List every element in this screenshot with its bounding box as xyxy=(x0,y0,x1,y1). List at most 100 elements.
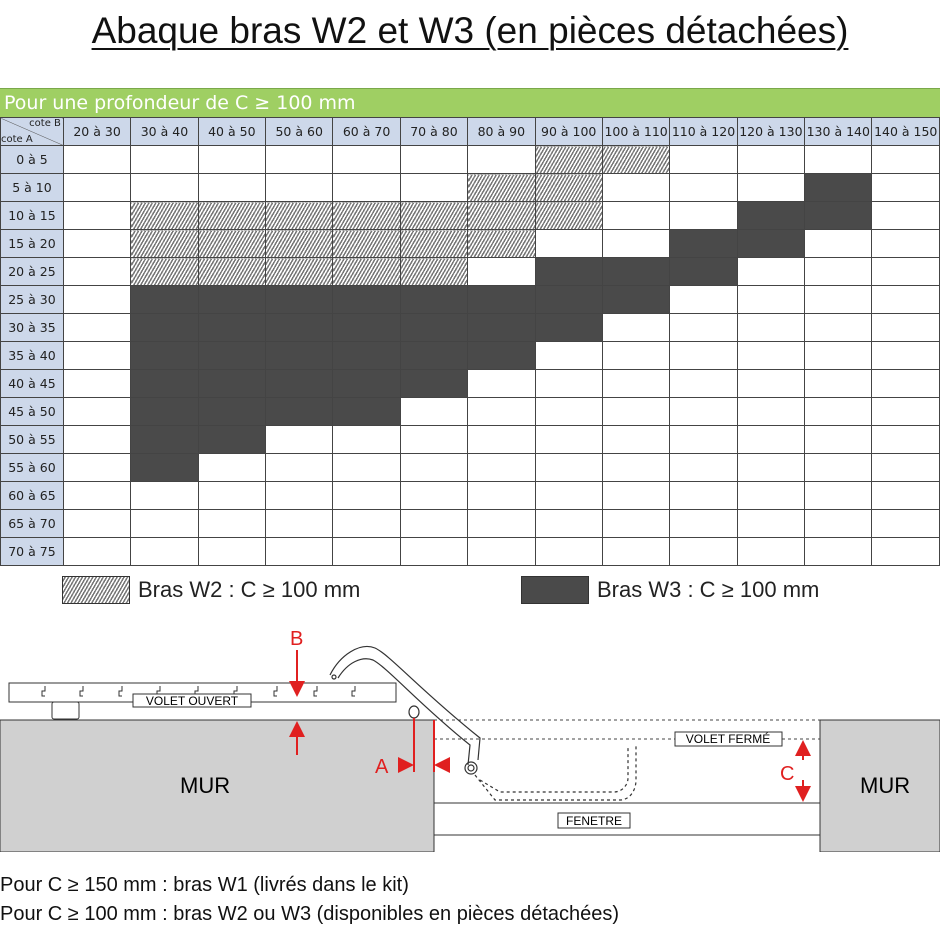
row-header: 10 à 15 xyxy=(0,201,64,230)
cell-w2 xyxy=(130,201,199,230)
cell-empty xyxy=(601,537,671,566)
cell-empty xyxy=(130,145,199,174)
cell-empty xyxy=(804,229,873,258)
cell-w3 xyxy=(669,229,738,258)
cell-empty xyxy=(399,173,469,202)
cell-empty xyxy=(736,453,806,482)
row-header: 15 à 20 xyxy=(0,229,64,258)
cell-w3 xyxy=(130,285,199,314)
table-row: 15 à 20 xyxy=(0,229,940,258)
table-row: 20 à 25 xyxy=(0,257,940,286)
cell-empty xyxy=(62,481,132,510)
cell-empty xyxy=(399,145,469,174)
cell-w3 xyxy=(197,425,267,454)
column-header: 40 à 50 xyxy=(197,117,267,146)
cell-empty xyxy=(871,453,940,482)
row-header: 5 à 10 xyxy=(0,173,64,202)
cell-w2 xyxy=(332,257,401,286)
column-header: 130 à 140 xyxy=(804,117,873,146)
cell-empty xyxy=(197,481,267,510)
footer-note-2: Pour C ≥ 100 mm : bras W2 ou W3 (disponi… xyxy=(0,903,620,925)
cell-w3 xyxy=(332,285,401,314)
cell-empty xyxy=(804,285,873,314)
cell-empty xyxy=(534,341,603,370)
row-header: 0 à 5 xyxy=(0,145,64,174)
cell-empty xyxy=(871,145,940,174)
cell-w2 xyxy=(467,229,536,258)
cell-empty xyxy=(332,509,401,538)
cell-empty xyxy=(399,509,469,538)
cell-empty xyxy=(669,425,738,454)
cell-empty xyxy=(265,453,334,482)
cell-w2 xyxy=(197,257,267,286)
cell-empty xyxy=(467,257,536,286)
cell-empty xyxy=(871,397,940,426)
cell-w3 xyxy=(130,313,199,342)
cell-empty xyxy=(871,285,940,314)
cell-w3 xyxy=(265,369,334,398)
cell-w3 xyxy=(332,369,401,398)
cell-empty xyxy=(669,173,738,202)
legend-w2-swatch xyxy=(62,576,130,604)
column-header: 20 à 30 xyxy=(62,117,132,146)
cell-empty xyxy=(130,173,199,202)
cell-empty xyxy=(534,369,603,398)
cell-empty xyxy=(736,537,806,566)
cell-empty xyxy=(130,481,199,510)
cell-empty xyxy=(669,397,738,426)
row-header: 20 à 25 xyxy=(0,257,64,286)
cell-empty xyxy=(736,425,806,454)
cell-w3 xyxy=(736,229,806,258)
cell-w2 xyxy=(601,145,671,174)
cell-w3 xyxy=(669,257,738,286)
cell-empty xyxy=(265,481,334,510)
legend-w2: Bras W2 : C ≥ 100 mm xyxy=(62,576,360,604)
column-header: 50 à 60 xyxy=(265,117,334,146)
cell-w3 xyxy=(804,201,873,230)
cell-empty xyxy=(804,369,873,398)
cell-w3 xyxy=(332,313,401,342)
cell-empty xyxy=(669,341,738,370)
arm xyxy=(329,646,637,801)
row-header: 45 à 50 xyxy=(0,397,64,426)
cell-empty xyxy=(534,425,603,454)
cell-empty xyxy=(669,509,738,538)
corner-col-label: cote B xyxy=(29,118,61,129)
table-row: 25 à 30 xyxy=(0,285,940,314)
wall-right-label: MUR xyxy=(860,773,910,798)
label-a: A xyxy=(375,756,389,778)
column-header: 60 à 70 xyxy=(332,117,401,146)
table-row: 10 à 15 xyxy=(0,201,940,230)
cell-empty xyxy=(332,145,401,174)
cell-empty xyxy=(534,509,603,538)
cell-w2 xyxy=(467,173,536,202)
installation-diagram: MUR MUR FENETRE VOLET FERMÉ VOLET OUVERT… xyxy=(0,628,940,852)
corner-cell: cote B cote A xyxy=(0,117,64,146)
cell-w3 xyxy=(265,397,334,426)
row-header: 50 à 55 xyxy=(0,425,64,454)
cell-empty xyxy=(467,537,536,566)
cell-empty xyxy=(871,201,940,230)
cell-empty xyxy=(871,537,940,566)
cell-empty xyxy=(62,285,132,314)
cell-empty xyxy=(601,453,671,482)
cell-empty xyxy=(332,425,401,454)
cell-w3 xyxy=(399,369,469,398)
cell-empty xyxy=(871,313,940,342)
row-header: 25 à 30 xyxy=(0,285,64,314)
cell-empty xyxy=(534,537,603,566)
column-header: 70 à 80 xyxy=(399,117,469,146)
cell-empty xyxy=(265,509,334,538)
cell-w3 xyxy=(265,341,334,370)
cell-empty xyxy=(669,537,738,566)
cell-empty xyxy=(197,453,267,482)
cell-w3 xyxy=(130,369,199,398)
cell-w2 xyxy=(332,229,401,258)
cell-empty xyxy=(467,145,536,174)
cell-w3 xyxy=(534,257,603,286)
cell-empty xyxy=(736,257,806,286)
cell-empty xyxy=(467,369,536,398)
legend-w3: Bras W3 : C ≥ 100 mm xyxy=(521,576,819,604)
cell-empty xyxy=(669,369,738,398)
window-label: FENETRE xyxy=(566,814,622,828)
